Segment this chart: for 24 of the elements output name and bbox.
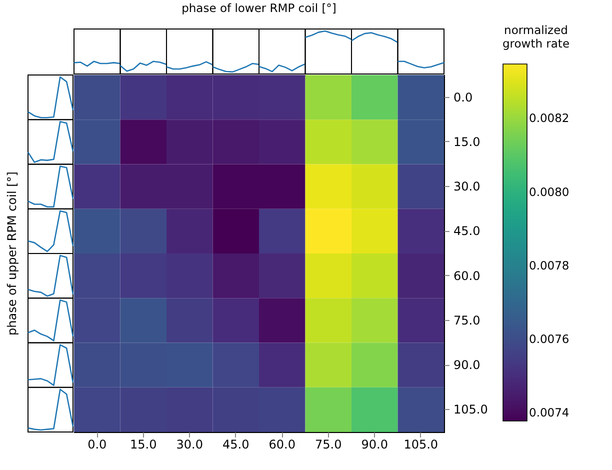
y-tick-label: 0.0 [454, 90, 473, 104]
y-tick-label: 45.0 [454, 224, 480, 238]
y-axis-title: phase of upper RPM coil [°] [5, 172, 19, 336]
x-tick-label: 105.0 [404, 438, 438, 452]
y-tick-label: 60.0 [454, 268, 480, 283]
y-tick-label: 30.0 [454, 180, 480, 194]
x-tick-label: 45.0 [222, 438, 250, 452]
y-tick-label: 15.0 [454, 134, 480, 149]
x-tick-label: 30.0 [176, 438, 203, 452]
color-bar-label: 0.0082 [529, 111, 570, 126]
color-bar-title: normalized growth rate [502, 23, 570, 50]
x-tick-label: 0.0 [88, 438, 107, 452]
y-tick-label: 90.0 [454, 358, 480, 372]
x-tick-label: 90.0 [361, 438, 388, 452]
x-tick-label: 15.0 [130, 438, 157, 452]
y-tick-label: 75.0 [454, 313, 480, 328]
x-tick-label: 60.0 [268, 438, 296, 452]
color-bar-label: 0.0080 [529, 184, 570, 199]
color-bar-label: 0.0078 [529, 258, 570, 272]
x-tick-label: 75.0 [315, 438, 342, 452]
chart-title: phase of lower RMP coil [°] [182, 1, 336, 15]
color-bar-label: 0.0076 [529, 332, 570, 346]
color-bar-label: 0.0074 [529, 406, 570, 420]
y-tick-label: 105.0 [454, 402, 488, 417]
